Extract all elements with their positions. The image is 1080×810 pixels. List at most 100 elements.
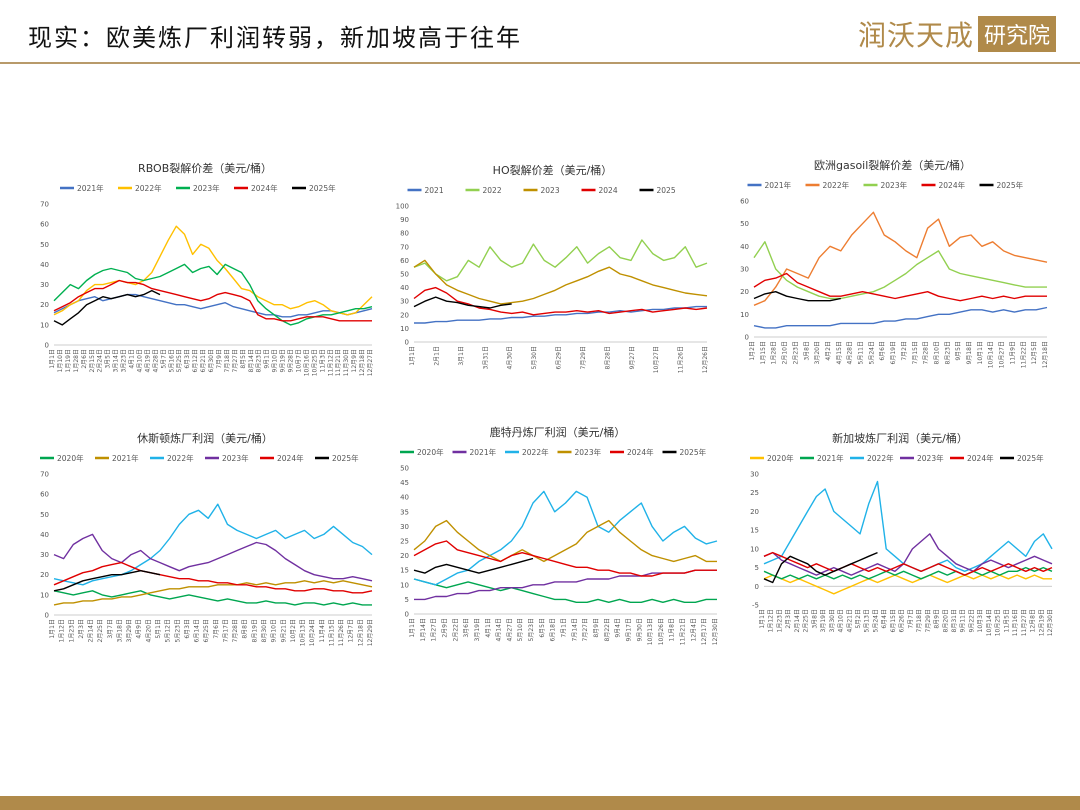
legend-entry: 2024年 — [610, 447, 654, 457]
legend-label: 2021 — [425, 186, 444, 195]
x-tick-label: 12月18日 — [357, 619, 364, 646]
x-tick-label: 3月20日 — [814, 341, 821, 364]
x-tick-label: 11月5日 — [1003, 609, 1010, 632]
x-tick-label: 5月30日 — [531, 346, 538, 369]
legend-label: 2024 — [599, 186, 618, 195]
x-tick-label: 4月21日 — [846, 609, 853, 632]
series-line — [763, 480, 1053, 573]
x-tick-label: 3月7日 — [107, 619, 114, 639]
legend-label: 2020年 — [417, 447, 444, 457]
legend-label: 2021年 — [817, 453, 844, 463]
x-tick-label: 10月3日 — [977, 609, 984, 632]
x-tick-label: 6月3日 — [184, 619, 191, 639]
x-tick-label: 7月6日 — [213, 619, 220, 639]
series-line — [753, 306, 1048, 329]
x-tick-label: 9月18日 — [966, 341, 973, 364]
series-line — [53, 561, 373, 594]
x-tick-label: 6月18日 — [550, 618, 557, 641]
x-tick-label: 8月23日 — [256, 349, 263, 372]
x-tick-label: 5月25日 — [176, 349, 183, 372]
legend-label: 2021年 — [765, 180, 792, 190]
x-tick-label: 5月1日 — [155, 619, 162, 639]
x-tick-label: 2月3日 — [78, 619, 85, 639]
x-tick-label: 4月14日 — [496, 618, 503, 641]
x-tick-label: 7月2日 — [901, 341, 908, 361]
x-tick-label: 2月22日 — [452, 618, 459, 641]
y-tick-label: 0 — [745, 334, 749, 342]
series-line — [413, 557, 534, 574]
series-line — [763, 551, 1053, 576]
legend-entry: 2021年 — [60, 183, 104, 193]
x-tick-label: 3月19日 — [820, 609, 827, 632]
x-tick-label: 9月22日 — [968, 609, 975, 632]
legend-entry: 2021年 — [95, 453, 139, 463]
x-tick-label: 4月28日 — [152, 349, 159, 372]
x-tick-label: 5月16日 — [168, 349, 175, 372]
x-tick-label: 11月16日 — [1012, 609, 1019, 636]
x-tick-label: 1月2日 — [749, 341, 756, 361]
legend-label: 2021年 — [112, 453, 139, 463]
x-tick-label: 11月26日 — [678, 346, 685, 373]
x-tick-label: 8月8日 — [242, 619, 249, 639]
series-line — [53, 225, 373, 316]
x-tick-label: 7月28日 — [232, 619, 239, 642]
legend-entry: 2022 — [465, 186, 502, 195]
x-tick-label: 1月23日 — [68, 619, 75, 642]
legend-entry: 2020年 — [750, 453, 794, 463]
chart-title: 欧洲gasoil裂解价差（美元/桶） — [814, 158, 971, 172]
x-tick-label: 8月20日 — [942, 609, 949, 632]
series-line — [413, 540, 717, 577]
series-line — [753, 241, 1047, 300]
x-tick-label: 2月25日 — [97, 619, 104, 642]
x-tick-label: 5月7日 — [160, 349, 167, 369]
y-tick-label: 90 — [400, 216, 409, 224]
x-tick-label: 7月29日 — [580, 346, 587, 369]
series-line — [753, 211, 1048, 306]
x-tick-label: 8月14日 — [248, 349, 255, 372]
x-tick-label: 10月27日 — [653, 346, 660, 373]
y-tick-label: 20 — [400, 552, 409, 560]
y-tick-label: 0 — [45, 342, 49, 350]
legend-entry: 2021 — [407, 186, 444, 195]
x-tick-label: 1月27日 — [431, 618, 438, 641]
series-line — [53, 580, 373, 606]
x-tick-label: 3月1日 — [458, 346, 465, 366]
legend-label: 2025 — [657, 186, 676, 195]
legend-entry: 2023年 — [900, 453, 944, 463]
series-line — [413, 519, 717, 563]
y-tick-label: 50 — [40, 241, 49, 249]
legend-entry: 2021年 — [452, 447, 497, 457]
x-tick-label: 12月4日 — [690, 618, 697, 641]
x-tick-label: 1月1日 — [409, 346, 416, 366]
x-tick-label: 2月23日 — [792, 341, 799, 364]
page-title: 现实：欧美炼厂利润转弱，新加坡高于往年 — [28, 24, 522, 52]
x-tick-label: 6月12日 — [192, 349, 199, 372]
legend-label: 2025年 — [332, 453, 359, 463]
legend-entry: 2023 — [523, 186, 560, 195]
legend-label: 2021年 — [77, 183, 104, 193]
x-tick-label: 11月21日 — [335, 349, 342, 376]
legend-label: 2024年 — [277, 453, 304, 463]
x-tick-label: 6月26日 — [899, 609, 906, 632]
x-tick-label: 8月5日 — [240, 349, 247, 369]
x-tick-label: 1月1日 — [49, 349, 56, 369]
y-tick-label: 10 — [40, 591, 49, 599]
legend-entry: 2020年 — [400, 447, 444, 457]
y-tick-label: 25 — [400, 538, 409, 546]
x-tick-label: 4月1日 — [129, 349, 136, 369]
y-tick-label: 35 — [400, 508, 409, 516]
x-tick-label: 11月30日 — [343, 349, 350, 376]
x-tick-label: 9月1日 — [264, 349, 271, 369]
chart-gasoil: 欧洲gasoil裂解价差（美元/桶） 2021年 2022年 2023年 2024年 20… — [740, 158, 1049, 368]
legend-entry: 2025年 — [979, 180, 1024, 190]
y-tick-label: 15 — [750, 527, 759, 535]
x-tick-label: 4月2日 — [825, 341, 832, 361]
legend-label: 2022年 — [135, 183, 162, 193]
x-tick-label: 6月15日 — [890, 609, 897, 632]
x-tick-label: 6月21日 — [200, 349, 207, 372]
x-tick-label: 12月19日 — [1038, 609, 1045, 636]
series-line — [413, 296, 512, 309]
x-tick-label: 10月24日 — [309, 619, 316, 646]
x-tick-label: 5月2日 — [855, 609, 862, 629]
y-tick-label: 10 — [750, 545, 759, 553]
